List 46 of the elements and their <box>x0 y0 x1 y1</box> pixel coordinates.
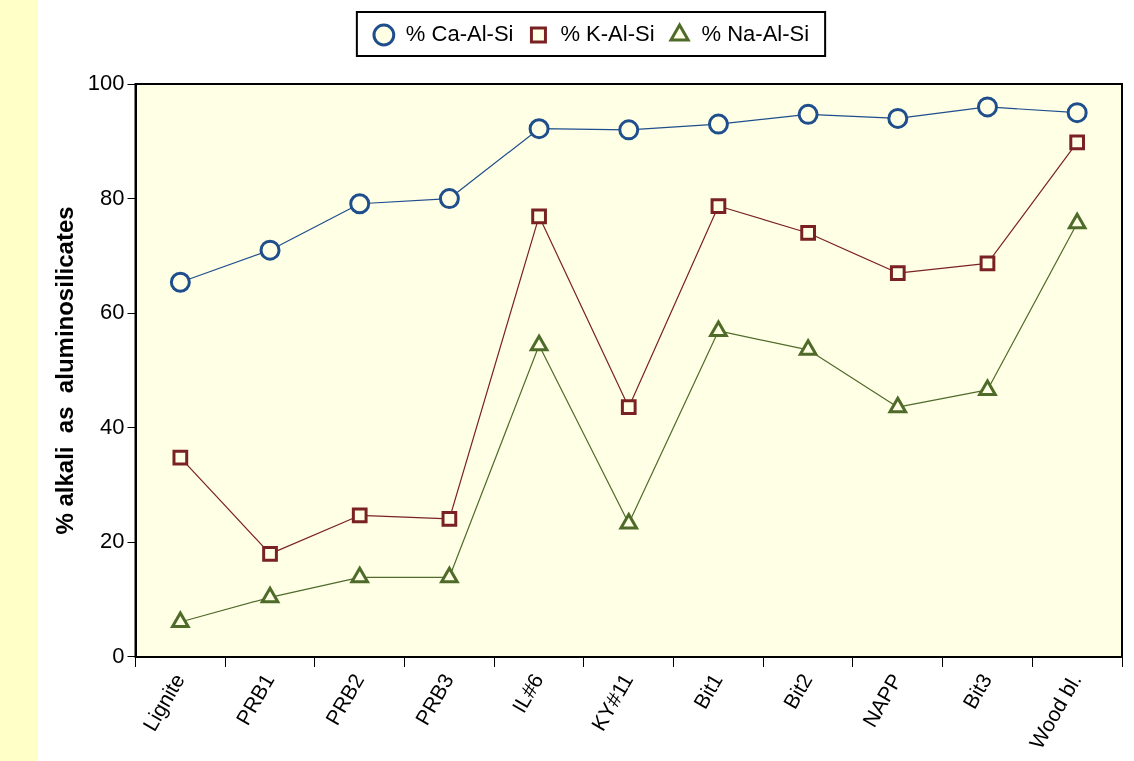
y-tick-label: 20 <box>100 528 125 554</box>
point <box>438 188 460 210</box>
y-tick-label: 40 <box>100 413 125 439</box>
point <box>262 545 278 562</box>
point <box>169 271 191 293</box>
point <box>800 225 816 241</box>
point <box>710 198 727 214</box>
point <box>531 208 547 225</box>
point <box>440 566 459 584</box>
legend-label: % Ca-Al-Si <box>405 21 514 47</box>
point <box>350 566 369 584</box>
point <box>259 239 281 261</box>
point <box>887 107 909 129</box>
point <box>620 399 637 416</box>
point <box>618 119 640 141</box>
legend-label: % K-Al-Si <box>560 21 655 47</box>
legend-label: % Na-Al-Si <box>701 21 810 47</box>
point <box>349 193 371 215</box>
x-tick-label: Bit1 <box>688 669 727 713</box>
point <box>1066 102 1088 124</box>
point <box>976 96 998 118</box>
point <box>707 113 729 135</box>
y-tick-label: 60 <box>100 299 125 325</box>
x-tick-label: Bit2 <box>778 669 817 713</box>
point <box>619 512 639 530</box>
y-axis-title: % alkali as aluminosilicates <box>51 206 79 535</box>
point <box>529 334 549 352</box>
x-tick-label: Bit3 <box>957 669 996 713</box>
y-tick-label: 80 <box>100 184 125 210</box>
point <box>978 379 997 396</box>
point <box>709 320 728 337</box>
point <box>889 265 906 281</box>
y-tick-label: 100 <box>87 70 125 96</box>
y-tick-label: 0 <box>112 643 125 669</box>
point <box>979 255 996 272</box>
point <box>798 339 818 356</box>
point <box>888 396 908 414</box>
point <box>1067 212 1087 230</box>
point <box>260 586 280 604</box>
point <box>351 507 368 524</box>
point <box>797 103 819 125</box>
point <box>1069 134 1086 151</box>
point <box>528 118 550 140</box>
point <box>171 611 190 629</box>
point <box>172 449 189 466</box>
point <box>441 511 458 527</box>
